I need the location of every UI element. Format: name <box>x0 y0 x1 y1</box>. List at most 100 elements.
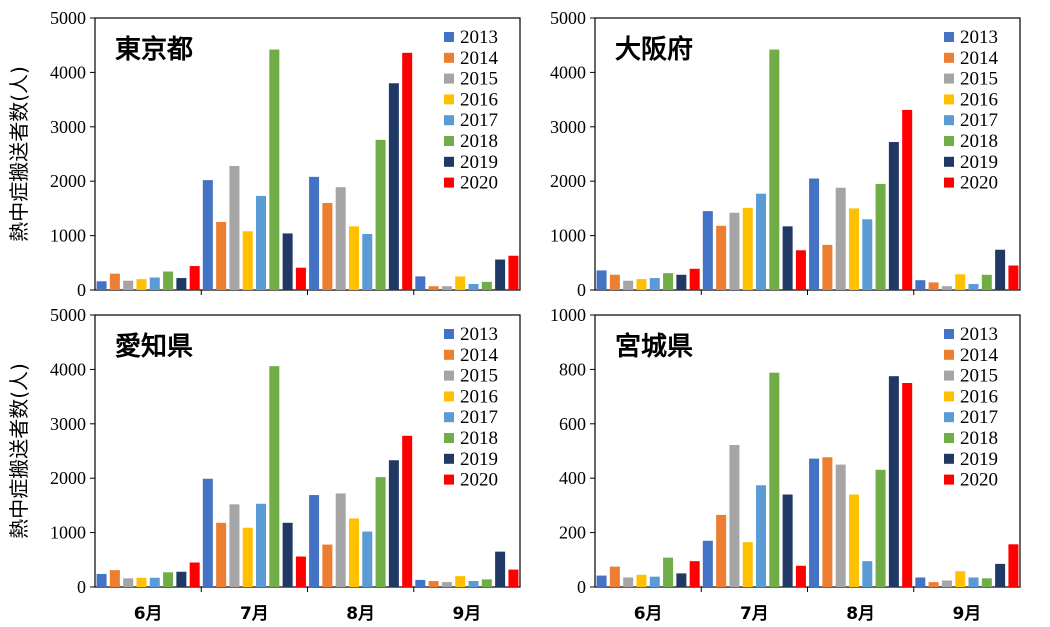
legend-swatch <box>444 391 454 402</box>
bar <box>481 281 492 290</box>
bar <box>481 579 492 587</box>
bar <box>441 582 452 587</box>
legend-swatch <box>444 115 454 126</box>
legend-label: 2013 <box>460 324 498 345</box>
bar <box>375 139 386 290</box>
bar <box>795 565 806 587</box>
bar <box>163 271 174 290</box>
legend-swatch <box>944 474 954 485</box>
legend-swatch <box>944 391 954 402</box>
bar <box>941 286 952 290</box>
bar <box>822 244 833 290</box>
bar <box>835 464 846 587</box>
bar <box>596 575 607 587</box>
panel-title: 大阪府 <box>615 34 693 65</box>
legend-swatch <box>444 156 454 167</box>
y-tick-label: 0 <box>77 577 86 597</box>
legend-swatch <box>444 32 454 42</box>
chart-panel: 0 1000 2000 3000 4000 5000 6月 7月 8月 9月 愛知県 20132014… <box>50 305 521 624</box>
bar <box>189 266 200 290</box>
bar <box>782 494 793 587</box>
bar <box>109 570 120 587</box>
bar <box>216 222 227 290</box>
bar <box>902 109 913 290</box>
bar <box>388 460 399 587</box>
bar <box>875 183 886 290</box>
legend-swatch <box>944 156 954 167</box>
bar <box>149 577 160 587</box>
legend-label: 2014 <box>460 48 499 69</box>
chart-panel: 0 1000 2000 3000 4000 5000 大阪府 2013201420152016… <box>550 8 1021 300</box>
bar <box>968 284 979 290</box>
bar <box>508 569 519 587</box>
legend-label: 2019 <box>960 449 998 470</box>
bar <box>269 366 280 587</box>
chart-panel: 0 200 400 600 800 1000 6月 7月 8月 9月 宮城県 201320142015… <box>550 305 1021 624</box>
bar <box>96 281 107 290</box>
legend-swatch <box>444 73 454 84</box>
bar <box>702 211 713 290</box>
legend-label: 2013 <box>960 324 998 345</box>
legend-label: 2017 <box>960 110 998 131</box>
legend-label: 2013 <box>460 27 498 48</box>
x-tick-label: 9月 <box>952 604 981 624</box>
bar <box>689 268 700 290</box>
y-axis-label: 熱中症搬送者数(人) <box>7 363 31 539</box>
bar <box>216 522 227 587</box>
bar <box>282 522 293 587</box>
bar <box>623 280 634 290</box>
bar <box>163 572 174 587</box>
bar <box>769 49 780 290</box>
legend-swatch <box>944 52 954 63</box>
bar <box>322 202 333 290</box>
bar <box>888 376 899 587</box>
legend-label: 2017 <box>460 110 498 131</box>
bar <box>269 49 280 290</box>
bar <box>1008 265 1019 290</box>
bar <box>649 278 660 290</box>
bar <box>742 542 753 587</box>
bar <box>295 556 306 587</box>
bar <box>941 580 952 587</box>
legend-label: 2014 <box>960 345 999 366</box>
bar <box>428 286 439 290</box>
y-tick-label: 2000 <box>50 171 86 191</box>
legend-swatch <box>944 433 954 443</box>
legend-label: 2020 <box>460 470 498 491</box>
legend-swatch <box>944 329 954 339</box>
legend-swatch <box>944 412 954 423</box>
y-tick-label: 1000 <box>550 226 586 246</box>
bar <box>902 383 913 587</box>
bar <box>663 557 674 587</box>
bar <box>468 581 479 587</box>
y-tick-label: 5000 <box>50 8 86 28</box>
bar <box>402 52 413 290</box>
legend-swatch <box>444 94 454 105</box>
legend-label: 2016 <box>960 89 998 110</box>
bar <box>809 458 820 587</box>
y-tick-label: 3000 <box>50 117 86 137</box>
y-tick-label: 600 <box>559 414 586 434</box>
bar <box>609 274 620 290</box>
bar <box>256 195 267 290</box>
bar <box>202 180 213 290</box>
bar <box>309 176 320 290</box>
bar <box>981 578 992 587</box>
y-axis-label: 熱中症搬送者数(人) <box>7 66 31 242</box>
bar <box>676 573 687 587</box>
bar <box>756 193 767 290</box>
legend-swatch <box>444 177 454 188</box>
bar <box>348 518 359 587</box>
x-tick-label: 6月 <box>634 604 663 624</box>
legend-swatch <box>444 412 454 423</box>
bar <box>981 274 992 290</box>
bar <box>995 249 1006 290</box>
legend-label: 2014 <box>460 345 499 366</box>
bar <box>123 578 134 587</box>
bar <box>428 581 439 587</box>
bar <box>756 485 767 587</box>
y-tick-label: 0 <box>577 280 586 300</box>
legend-swatch <box>444 136 454 146</box>
legend-label: 2015 <box>960 366 998 387</box>
